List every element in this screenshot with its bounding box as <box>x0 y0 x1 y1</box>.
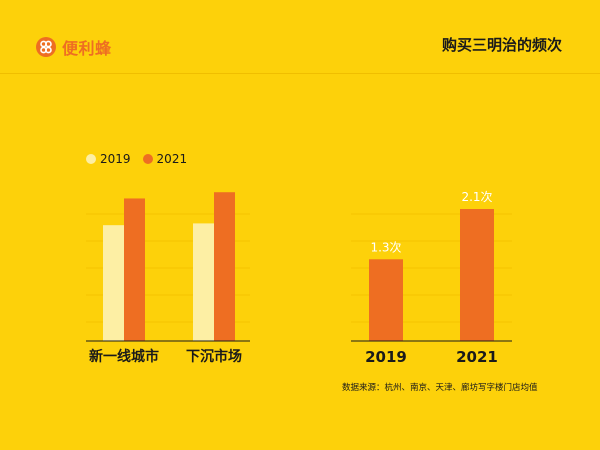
page-title: 购买三明治的频次 <box>441 36 562 54</box>
legend-item-2021: 2021 <box>142 152 188 166</box>
category-label: 2021 <box>456 348 498 366</box>
bar-2021-1 <box>214 192 235 341</box>
legend-label-2019: 2019 <box>100 152 131 166</box>
category-label: 2019 <box>365 348 407 366</box>
data-label: 1.3次 <box>370 240 401 254</box>
data-source-note: 数据来源：杭州、南京、天津、廊坊写字楼门店均值 <box>342 383 538 393</box>
legend-item-2019: 2019 <box>86 152 131 166</box>
header-divider <box>0 73 600 74</box>
bar-2021-0 <box>124 198 145 341</box>
bar-2019-0 <box>103 225 124 341</box>
category-label: 新一线城市 <box>89 348 159 365</box>
brand-logo: 便利蜂 <box>36 35 112 59</box>
legend-swatch-2021 <box>142 154 153 164</box>
brand-name: 便利蜂 <box>62 39 112 58</box>
legend-label-2021: 2021 <box>156 152 188 166</box>
bar-2019 <box>369 259 403 341</box>
bar-2019-1 <box>193 223 214 341</box>
legend-swatch-2019 <box>86 154 96 164</box>
chart-legend: 2019 2021 <box>86 152 199 166</box>
data-label: 2.1次 <box>461 190 492 204</box>
bee-logo-icon <box>36 37 56 57</box>
category-label: 下沉市场 <box>186 348 242 365</box>
bar-2021 <box>460 209 494 341</box>
